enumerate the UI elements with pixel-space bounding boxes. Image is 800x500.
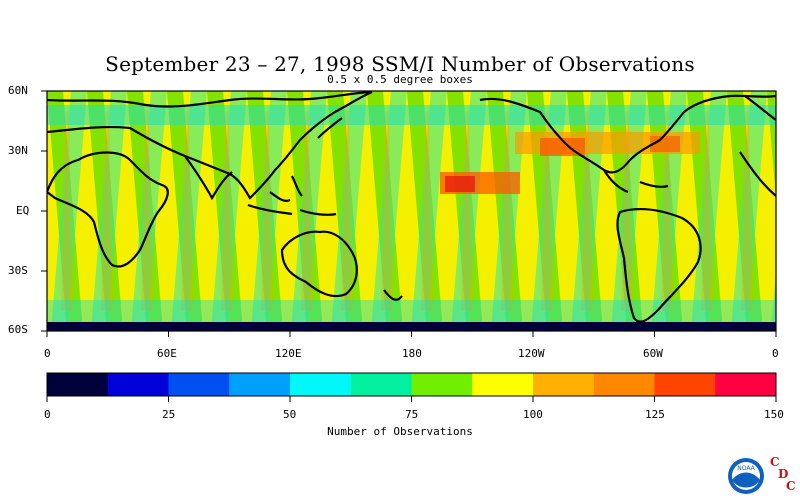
map-panel [47,91,776,331]
lon-label-180: 180 [402,347,422,360]
lon-label-120w: 120W [518,347,545,360]
colorbar-label-125: 125 [645,408,665,421]
map-title: September 23 – 27, 1998 SSM/I Number of … [105,52,695,76]
lon-label-0: 0 [44,347,51,360]
lon-label-60w: 60W [643,347,663,360]
lat-label-eq: EQ [16,204,30,217]
coastlines [47,91,776,323]
lon-label-120e: 120E [275,347,302,360]
colorbar-segment [350,373,412,396]
colorbar-ticks [46,396,777,402]
map-axis-ticks [41,90,777,337]
colorbar-label-150: 150 [764,408,784,421]
colorbar-segment [593,373,655,396]
colorbar [47,373,777,396]
lat-label-30s: 30S [8,264,28,277]
cdc-letter-3: C [786,479,796,493]
colorbar-label-100: 100 [523,408,543,421]
observation-density-field [47,105,776,331]
colorbar-segment [411,373,473,396]
colorbar-segment [472,373,534,396]
svg-text:NOAA: NOAA [737,465,755,472]
cdc-letter-1: C [770,455,780,469]
lat-label-30n: 30N [8,144,28,157]
colorbar-label-25: 25 [162,408,176,421]
map-subtitle: 0.5 x 0.5 degree boxes [327,73,473,86]
colorbar-label-50: 50 [283,408,297,421]
colorbar-label-75: 75 [405,408,419,421]
colorbar-segment [290,373,352,396]
colorbar-segment [47,373,109,396]
lon-label-60e: 60E [157,347,177,360]
lon-label-0-east: 0 [772,347,779,360]
colorbar-title: Number of Observations [327,425,473,438]
cdc-letter-2: D [778,467,789,481]
lat-label-60s: 60S [8,323,28,336]
colorbar-label-0: 0 [44,408,51,421]
colorbar-segment [107,373,169,396]
colorbar-segment [654,373,716,396]
noaa-logo: NOAA [728,458,764,494]
colorbar-segment [715,373,777,396]
colorbar-segment [168,373,230,396]
lat-label-60n: 60N [8,84,28,97]
colorbar-segment [533,373,595,396]
colorbar-segment [229,373,291,396]
